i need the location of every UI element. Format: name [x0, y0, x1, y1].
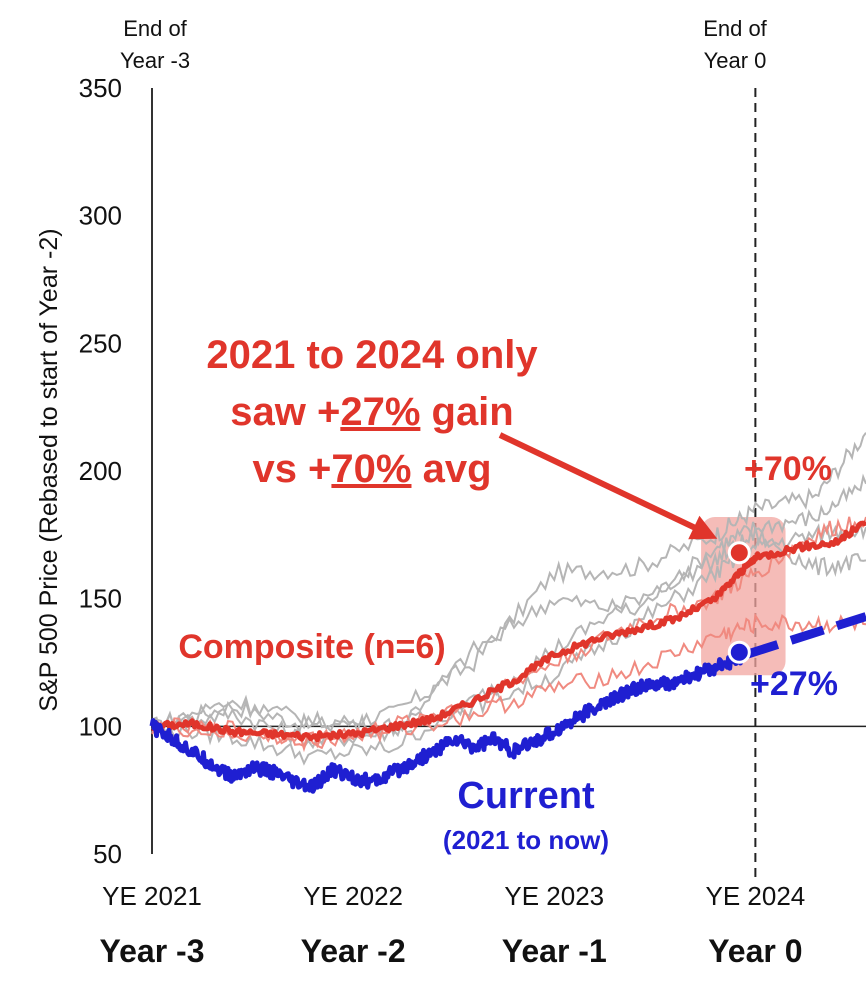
- y-tick-label: 150: [79, 584, 122, 614]
- year-label: Year -3: [100, 933, 205, 969]
- headline-line3-suffix: avg: [411, 447, 491, 491]
- callout-arrow-head: [688, 515, 718, 540]
- x-tick-label: YE 2021: [102, 881, 202, 911]
- year-label: Year 0: [708, 933, 802, 969]
- year-label: Year -1: [502, 933, 607, 969]
- highlight-point: [727, 541, 751, 565]
- composite-label: Composite (n=6): [178, 628, 445, 666]
- y-tick-label: 100: [79, 711, 122, 741]
- history-line: [151, 432, 866, 735]
- year-label: Year -2: [301, 933, 406, 969]
- history-line: [151, 516, 866, 753]
- headline-line1: 2021 to 2024 only: [206, 333, 538, 377]
- headline-line2: saw +27% gain: [230, 390, 513, 434]
- current-sub-label: (2021 to now): [443, 825, 609, 855]
- marker-right-line2: Year 0: [704, 48, 767, 73]
- headline-line2-suffix: gain: [420, 390, 513, 434]
- x-tick-label: YE 2022: [303, 881, 403, 911]
- headline-line3-pct: 70%: [331, 447, 411, 491]
- current-end-label: +27%: [750, 665, 838, 703]
- headline-line3: vs +70% avg: [252, 447, 491, 491]
- composite-end-label: +70%: [744, 450, 832, 488]
- headline-line2-prefix: saw +: [230, 390, 340, 434]
- callout-arrow: [498, 432, 707, 536]
- headline-line2-pct: 27%: [340, 390, 420, 434]
- highlight-point: [727, 640, 751, 664]
- history-line: [151, 612, 866, 749]
- x-tick-label: YE 2024: [706, 881, 806, 911]
- y-axis-label: S&P 500 Price (Rebased to start of Year …: [35, 228, 63, 711]
- current-line: [149, 648, 748, 794]
- y-tick-label: 200: [79, 456, 122, 486]
- composite-line: [151, 520, 866, 743]
- y-tick-label: 350: [79, 73, 122, 103]
- y-tick-label: 250: [79, 328, 122, 358]
- x-tick-label: YE 2023: [504, 881, 604, 911]
- current-label: Current: [457, 775, 595, 817]
- marker-right-line1: End of: [703, 16, 767, 41]
- marker-left-line2: Year -3: [120, 48, 190, 73]
- y-tick-label: 50: [93, 839, 122, 869]
- history-line: [151, 520, 866, 738]
- marker-left-line1: End of: [123, 16, 187, 41]
- headline-line3-prefix: vs +: [252, 447, 331, 491]
- y-tick-label: 300: [79, 201, 122, 231]
- current-projection-line: [743, 612, 866, 660]
